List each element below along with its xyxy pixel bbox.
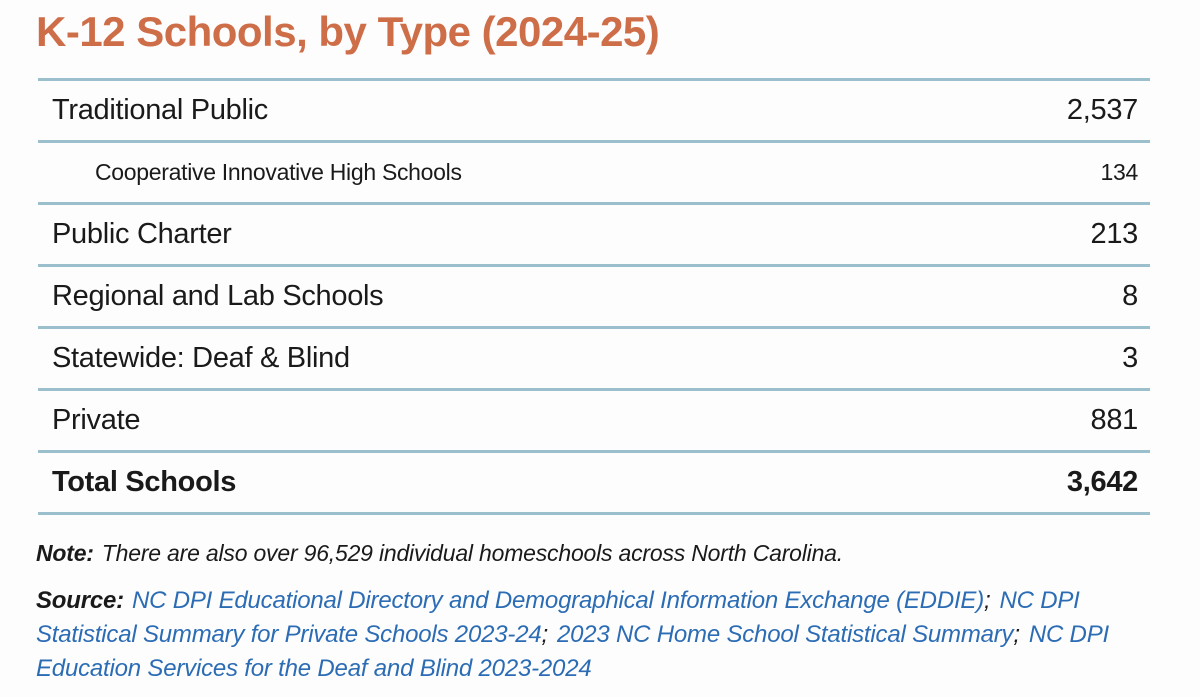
source-separator: ;	[541, 621, 549, 648]
note-text: There are also over 96,529 individual ho…	[101, 540, 843, 566]
row-label: Cooperative Innovative High Schools	[95, 159, 462, 185]
source-link-home-school-summary[interactable]: 2023 NC Home School Statistical Summary	[556, 621, 1014, 648]
row-value: 3	[1122, 342, 1138, 374]
source-label: Source:	[36, 587, 124, 614]
note-paragraph: Note: There are also over 96,529 individu…	[36, 538, 1200, 568]
source-separator: ;	[1013, 621, 1020, 648]
source-line: Statistical Summary for Private Schools …	[36, 618, 1200, 652]
source-line: Education Services for the Deaf and Blin…	[36, 652, 1200, 686]
table-row-cooperative-innovative-high-schools: Cooperative Innovative High Schools 134	[38, 140, 1150, 202]
source-link-deaf-blind-services-cont[interactable]: Education Services for the Deaf and Blin…	[36, 655, 592, 682]
page-title: K-12 Schools, by Type (2024-25)	[36, 8, 660, 55]
row-label: Traditional Public	[52, 94, 268, 126]
row-value: 134	[1100, 159, 1139, 185]
source-link-private-schools-summary[interactable]: NC DPI	[999, 587, 1080, 614]
table-row-traditional-public: Traditional Public 2,537	[38, 78, 1150, 140]
source-link-private-schools-summary-cont[interactable]: Statistical Summary for Private Schools …	[36, 621, 542, 648]
row-label: Regional and Lab Schools	[52, 280, 384, 312]
source-link-eddie[interactable]: NC DPI Educational Directory and Demogra…	[131, 587, 985, 614]
row-label: Public Charter	[52, 218, 232, 250]
row-value: 213	[1090, 218, 1139, 250]
table-row-statewide-deaf-blind: Statewide: Deaf & Blind 3	[38, 326, 1150, 388]
table-row-private: Private 881	[38, 388, 1150, 450]
schools-by-type-table: Traditional Public 2,537 Cooperative Inn…	[38, 78, 1150, 515]
table-row-regional-and-lab-schools: Regional and Lab Schools 8	[38, 264, 1150, 326]
source-block: Source: NC DPI Educational Directory and …	[36, 584, 1200, 686]
row-label: Total Schools	[52, 466, 237, 498]
source-line: Source: NC DPI Educational Directory and …	[36, 584, 1200, 618]
row-value: 2,537	[1066, 94, 1138, 126]
row-value: 8	[1122, 280, 1138, 312]
row-value: 3,642	[1066, 466, 1138, 498]
source-separator: ;	[984, 587, 991, 614]
row-label: Statewide: Deaf & Blind	[52, 342, 350, 374]
row-label: Private	[52, 404, 141, 436]
table-row-public-charter: Public Charter 213	[38, 202, 1150, 264]
note-label: Note:	[36, 540, 94, 566]
table-row-total-schools: Total Schools 3,642	[38, 450, 1150, 515]
row-value: 881	[1090, 404, 1139, 436]
source-link-deaf-blind-services[interactable]: NC DPI	[1028, 621, 1109, 648]
